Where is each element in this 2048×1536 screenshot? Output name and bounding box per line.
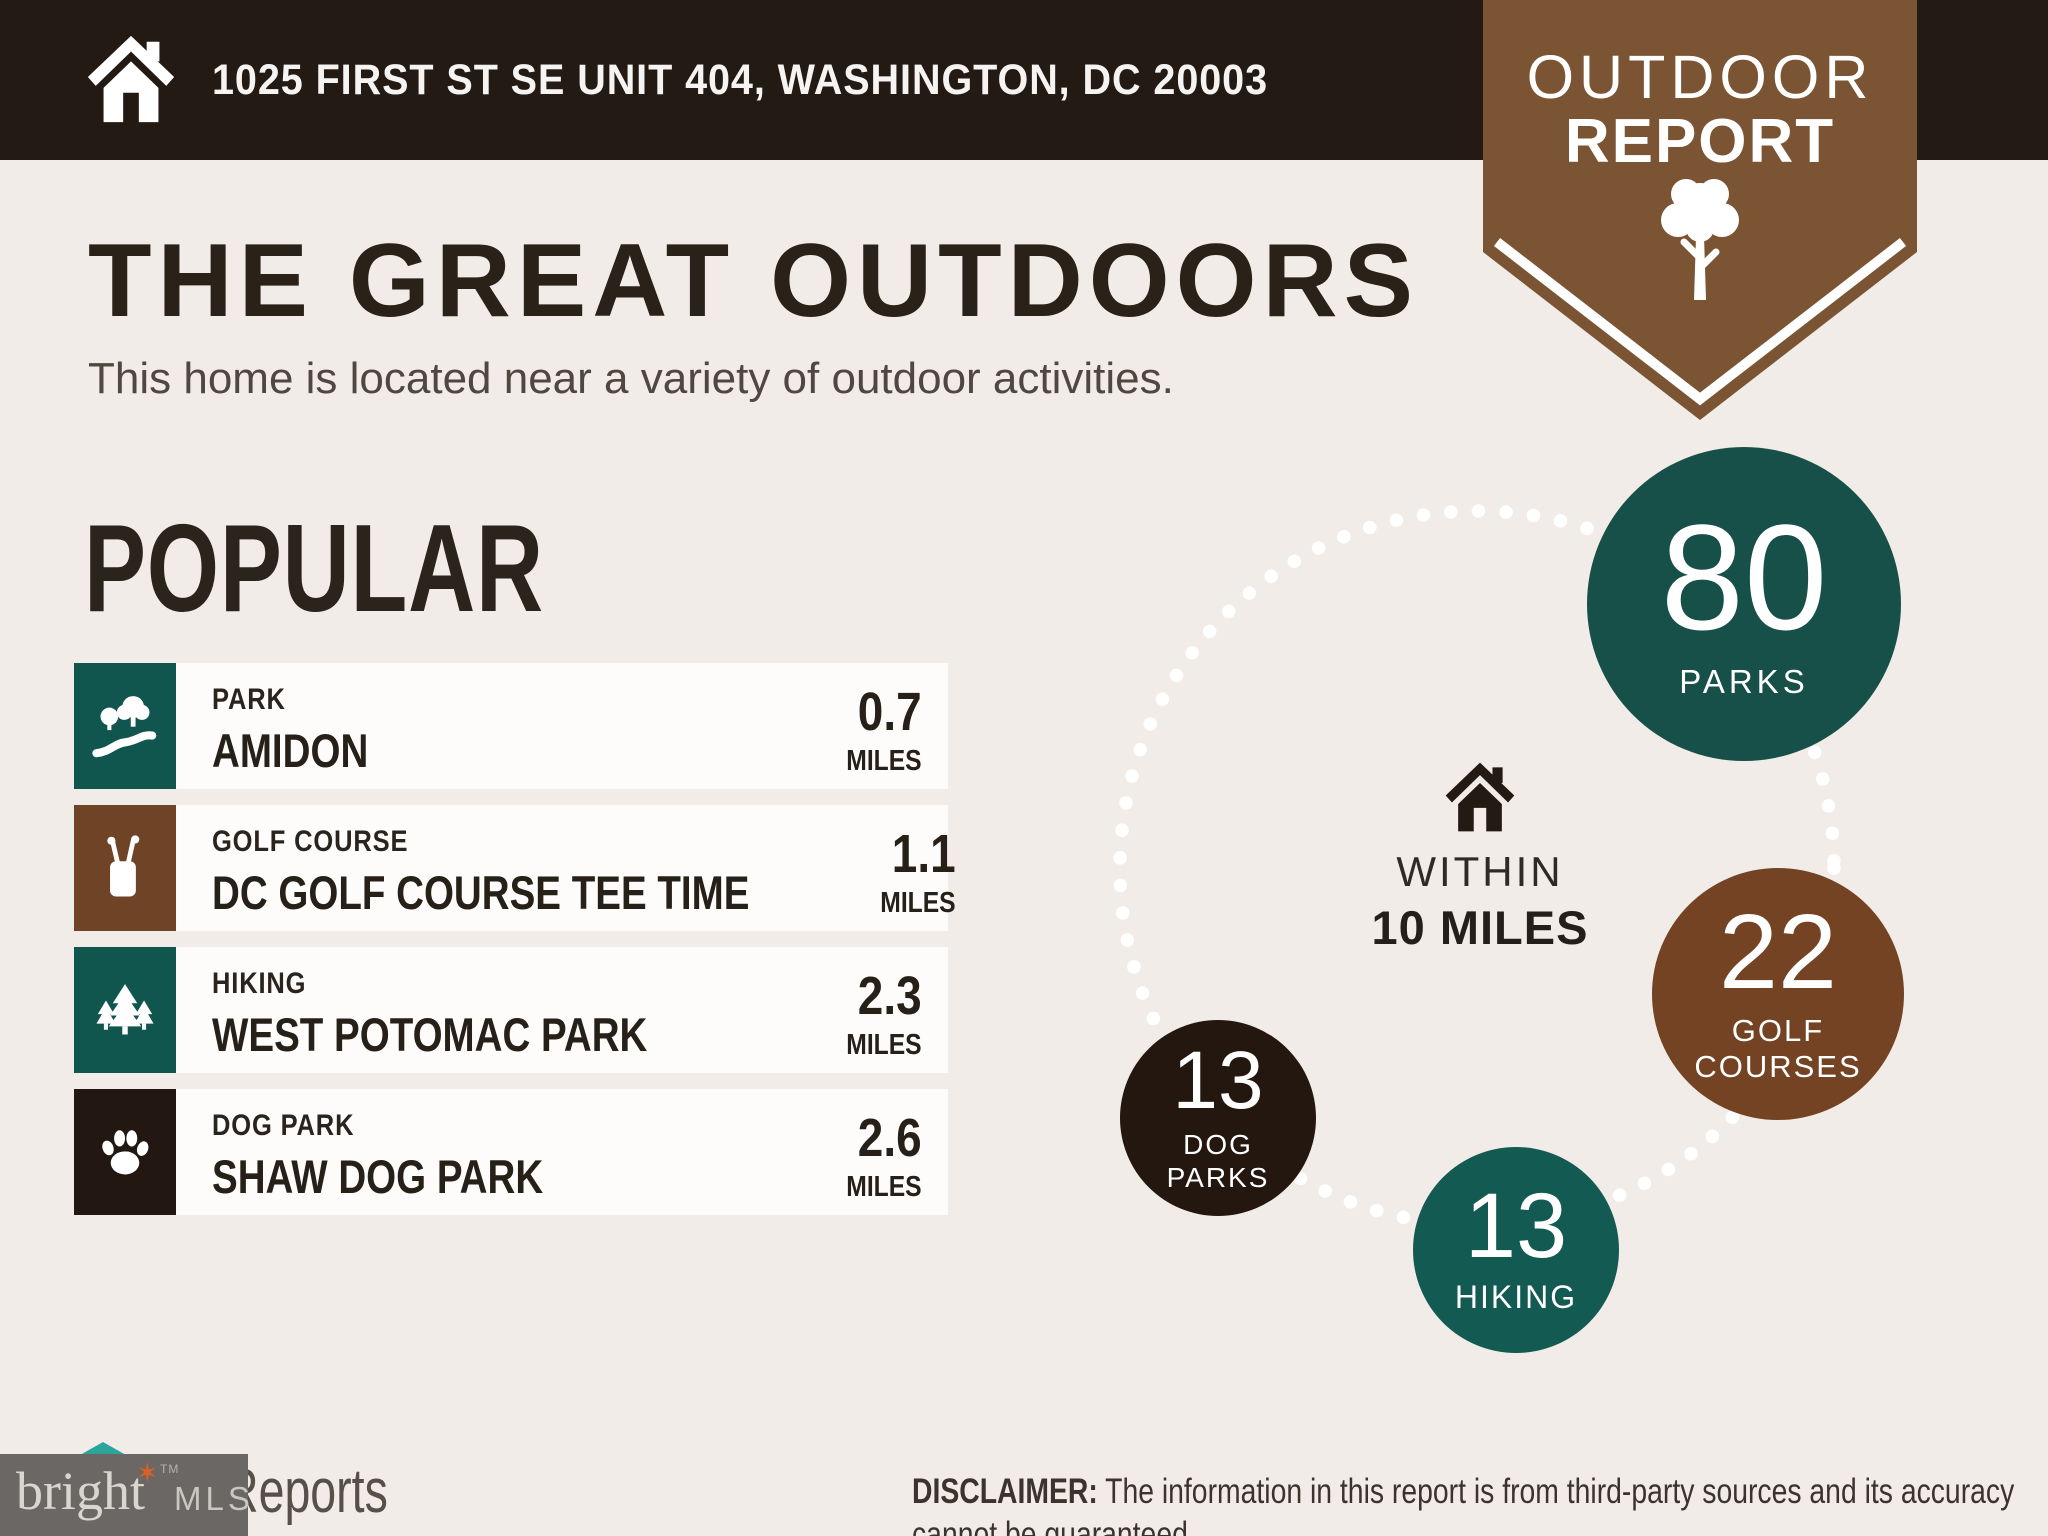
reports-logo-text: Reports xyxy=(225,1457,388,1526)
golf-count-bubble: 22 GOLF COURSES xyxy=(1652,868,1904,1120)
distance-value: 2.6 xyxy=(858,1108,922,1168)
park-trees-icon xyxy=(74,663,176,789)
trademark-symbol: TM xyxy=(160,1462,180,1476)
within-label: WITHIN xyxy=(1396,848,1564,895)
property-address: 1025 FIRST ST SE UNIT 404, WASHINGTON, D… xyxy=(212,56,1269,104)
distance-unit: MILES xyxy=(846,745,922,777)
dog-parks-count: 13 xyxy=(1172,1035,1264,1127)
badge-shape xyxy=(1483,0,1917,420)
item-distance: 0.7 MILES xyxy=(833,663,948,789)
item-name: DC GOLF COURSE TEE TIME xyxy=(212,866,750,919)
roof-peak-icon xyxy=(80,1442,126,1455)
badge-title-line1: OUTDOOR xyxy=(1526,43,1874,111)
item-category: HIKING xyxy=(212,967,307,1000)
parks-count: 80 xyxy=(1660,493,1828,662)
brightmls-brand: bright xyxy=(16,1461,145,1521)
hiking-label: HIKING xyxy=(1454,1278,1578,1315)
distance-value: 1.1 xyxy=(892,824,957,884)
parks-count-bubble: 80 PARKS xyxy=(1587,447,1901,761)
golf-label: GOLF COURSES xyxy=(1694,1012,1862,1085)
item-name: WEST POTOMAC PARK xyxy=(212,1008,648,1061)
dog-parks-label: DOG PARKS xyxy=(1166,1128,1270,1193)
hiking-count-bubble: 13 HIKING xyxy=(1413,1147,1619,1353)
item-name: AMIDON xyxy=(212,724,369,777)
page-subtitle: This home is located near a variety of o… xyxy=(88,354,1174,403)
popular-item-text: GOLF COURSE DC GOLF COURSE TEE TIME xyxy=(212,805,867,931)
distance-unit: MILES xyxy=(880,887,957,919)
popular-item-text: PARK AMIDON xyxy=(212,663,403,789)
item-name: SHAW DOG PARK xyxy=(212,1150,544,1203)
distance-unit: MILES xyxy=(846,1171,922,1203)
disclaimer: DISCLAIMER: The information in this repor… xyxy=(912,1470,2046,1536)
brightmls-watermark: bright ✶ TM MLS xyxy=(0,1454,250,1536)
golf-bag-icon xyxy=(74,805,176,931)
item-distance: 1.1 MILES xyxy=(867,805,982,931)
popular-item-text: HIKING WEST POTOMAC PARK xyxy=(212,947,743,1073)
popular-item-dog-park: DOG PARK SHAW DOG PARK 2.6 MILES xyxy=(74,1089,948,1215)
paw-print-icon xyxy=(74,1089,176,1215)
popular-item-park: PARK AMIDON 0.7 MILES xyxy=(74,663,948,789)
tree-icon xyxy=(1661,179,1739,300)
popular-item-hiking: HIKING WEST POTOMAC PARK 2.3 MILES xyxy=(74,947,948,1073)
popular-item-golf: GOLF COURSE DC GOLF COURSE TEE TIME 1.1 … xyxy=(74,805,956,931)
home-icon xyxy=(1441,758,1519,836)
item-distance: 2.6 MILES xyxy=(833,1089,948,1215)
item-category: DOG PARK xyxy=(212,1109,355,1142)
pine-trees-icon xyxy=(74,947,176,1073)
radius-distance-label: 10 MILES xyxy=(1371,901,1589,954)
hiking-count: 13 xyxy=(1464,1175,1568,1278)
item-distance: 2.3 MILES xyxy=(833,947,948,1073)
popular-item-text: DOG PARK SHAW DOG PARK xyxy=(212,1089,616,1215)
item-category: GOLF COURSE xyxy=(212,825,409,858)
item-category: PARK xyxy=(212,683,286,716)
brightmls-suffix: MLS xyxy=(174,1480,254,1517)
home-icon xyxy=(82,30,180,128)
disclaimer-label: DISCLAIMER: xyxy=(912,1472,1098,1511)
parks-label: PARKS xyxy=(1679,662,1809,700)
page-title: THE GREAT OUTDOORS xyxy=(88,223,1419,339)
dog-parks-count-bubble: 13 DOG PARKS xyxy=(1120,1020,1316,1216)
disclaimer-text: The information in this report is from t… xyxy=(912,1472,2015,1536)
popular-heading: POPULAR xyxy=(84,500,544,638)
golf-count: 22 xyxy=(1719,893,1837,1012)
distance-value: 2.3 xyxy=(858,966,922,1026)
distance-value: 0.7 xyxy=(858,682,922,742)
badge-title-line2: REPORT xyxy=(1564,107,1836,176)
distance-unit: MILES xyxy=(846,1029,922,1061)
radius-center-label: WITHIN 10 MILES xyxy=(1355,758,1605,955)
outdoor-report-badge: OUTDOOR REPORT xyxy=(1483,0,1917,424)
sparkle-icon: ✶ xyxy=(136,1458,159,1488)
